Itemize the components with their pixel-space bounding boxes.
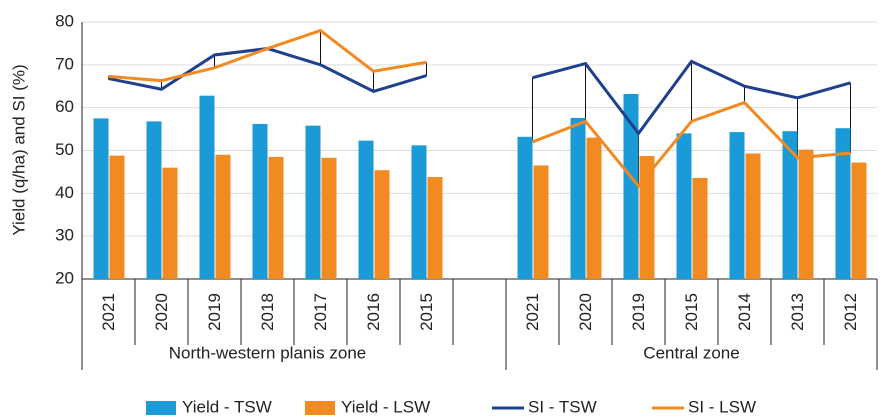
bar: [321, 157, 337, 279]
bar: [729, 132, 745, 279]
bar: [533, 165, 549, 279]
line: [108, 28, 427, 83]
bar: [570, 117, 586, 280]
x-tick-label: 2021: [523, 293, 542, 331]
bar: [692, 177, 708, 279]
bar: [162, 167, 178, 279]
y-tick-label: 70: [55, 54, 74, 73]
bar: [215, 154, 231, 279]
x-tick-label: 2019: [629, 293, 648, 331]
bar: [623, 93, 639, 280]
bar: [851, 162, 867, 279]
x-tick-label: 2021: [99, 293, 118, 331]
x-tick-label: 2018: [258, 293, 277, 331]
y-tick-label: 80: [55, 11, 74, 30]
y-tick-label: 20: [55, 268, 74, 287]
y-tick-label: 30: [55, 226, 74, 245]
legend-label: Yield - LSW: [341, 397, 430, 416]
bar: [411, 145, 427, 279]
bar: [93, 118, 109, 279]
bar: [427, 177, 443, 279]
x-tick-label: 2017: [311, 293, 330, 331]
legend-label: Yield - TSW: [182, 397, 272, 416]
x-tick-label: 2020: [576, 293, 595, 331]
legend-swatch: [305, 401, 335, 415]
bar: [835, 128, 851, 279]
bar: [782, 131, 798, 279]
x-tick-label: 2014: [735, 293, 754, 331]
x-tick-label: 2019: [205, 293, 224, 331]
bar: [358, 140, 374, 279]
group-label: North-western planis zone: [169, 343, 366, 362]
bar: [374, 170, 390, 279]
bar: [798, 149, 814, 279]
bar: [199, 95, 215, 279]
bar: [146, 121, 162, 279]
bar: [676, 133, 692, 279]
legend-swatch: [146, 401, 176, 415]
line: [532, 59, 851, 136]
bar: [639, 156, 655, 279]
x-tick-label: 2015: [682, 293, 701, 331]
bar: [305, 125, 321, 279]
line: [531, 100, 851, 189]
bar: [252, 123, 268, 280]
legend-label: SI - LSW: [688, 397, 756, 416]
bar: [745, 153, 761, 279]
y-tick-label: 60: [55, 97, 74, 116]
y-tick-label: 40: [55, 183, 74, 202]
bar: [268, 156, 284, 279]
bar: [586, 137, 602, 279]
x-tick-label: 2020: [152, 293, 171, 331]
y-axis-label: Yield (q/ha) and SI (%): [9, 64, 28, 235]
legend-label: SI - TSW: [528, 397, 597, 416]
x-tick-label: 2012: [841, 293, 860, 331]
group-label: Central zone: [643, 343, 739, 362]
x-tick-label: 2013: [788, 293, 807, 331]
x-tick-label: 2016: [364, 293, 383, 331]
y-tick-label: 50: [55, 140, 74, 159]
x-tick-label: 2015: [417, 293, 436, 331]
bar: [517, 136, 533, 279]
bar: [109, 155, 125, 279]
